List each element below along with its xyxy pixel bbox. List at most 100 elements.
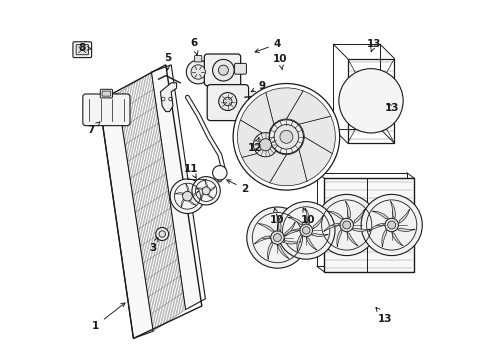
- Polygon shape: [276, 214, 281, 231]
- Text: 12: 12: [248, 137, 262, 153]
- Text: 4: 4: [255, 39, 281, 53]
- Text: 11: 11: [184, 164, 198, 178]
- Polygon shape: [210, 186, 215, 191]
- Circle shape: [170, 179, 205, 213]
- Text: 2: 2: [227, 180, 248, 194]
- Polygon shape: [285, 229, 299, 237]
- Text: 5: 5: [164, 53, 171, 70]
- FancyBboxPatch shape: [83, 94, 130, 126]
- Circle shape: [202, 187, 210, 195]
- Text: 1: 1: [92, 303, 125, 331]
- Polygon shape: [207, 194, 213, 198]
- Circle shape: [340, 218, 353, 232]
- Polygon shape: [181, 199, 184, 207]
- Text: 13: 13: [367, 39, 381, 52]
- Polygon shape: [186, 184, 189, 191]
- Polygon shape: [205, 181, 207, 187]
- Text: 10: 10: [273, 54, 288, 70]
- Polygon shape: [286, 91, 331, 124]
- FancyBboxPatch shape: [100, 89, 113, 98]
- Text: 6: 6: [190, 38, 198, 55]
- Polygon shape: [288, 217, 303, 224]
- Polygon shape: [392, 232, 403, 246]
- Circle shape: [219, 93, 237, 111]
- FancyBboxPatch shape: [195, 55, 202, 62]
- Polygon shape: [324, 178, 414, 272]
- Polygon shape: [397, 228, 415, 231]
- Polygon shape: [369, 223, 385, 231]
- Circle shape: [223, 97, 232, 106]
- Polygon shape: [151, 65, 205, 310]
- Circle shape: [343, 221, 351, 229]
- Circle shape: [213, 166, 227, 180]
- FancyBboxPatch shape: [102, 91, 111, 96]
- Polygon shape: [160, 83, 176, 112]
- Polygon shape: [345, 201, 350, 219]
- Circle shape: [156, 228, 169, 240]
- Polygon shape: [391, 201, 395, 219]
- Polygon shape: [193, 191, 198, 196]
- Polygon shape: [285, 222, 295, 236]
- Polygon shape: [270, 149, 307, 186]
- Circle shape: [260, 139, 271, 151]
- Polygon shape: [283, 241, 301, 244]
- Polygon shape: [299, 137, 332, 181]
- Circle shape: [233, 84, 340, 190]
- Polygon shape: [241, 93, 274, 137]
- FancyBboxPatch shape: [207, 85, 248, 121]
- Circle shape: [385, 218, 398, 232]
- Polygon shape: [337, 230, 342, 247]
- Circle shape: [247, 207, 308, 268]
- Circle shape: [270, 120, 303, 154]
- Circle shape: [277, 202, 335, 259]
- Circle shape: [316, 194, 377, 256]
- Polygon shape: [196, 188, 203, 189]
- Circle shape: [253, 132, 278, 157]
- Circle shape: [339, 69, 403, 133]
- Polygon shape: [266, 88, 303, 124]
- Circle shape: [280, 130, 293, 143]
- Text: 9: 9: [251, 81, 266, 92]
- Text: 7: 7: [87, 122, 100, 135]
- Text: 8: 8: [79, 42, 92, 53]
- Text: 3: 3: [149, 238, 158, 253]
- Polygon shape: [327, 211, 343, 219]
- Circle shape: [388, 221, 396, 229]
- Polygon shape: [347, 232, 358, 246]
- Circle shape: [192, 177, 220, 205]
- Circle shape: [186, 60, 210, 84]
- Polygon shape: [324, 223, 340, 231]
- Polygon shape: [277, 245, 289, 258]
- Circle shape: [248, 127, 283, 162]
- Circle shape: [302, 227, 310, 234]
- Circle shape: [159, 231, 166, 237]
- Circle shape: [270, 231, 284, 244]
- Text: 10: 10: [301, 208, 315, 225]
- Polygon shape: [242, 149, 286, 183]
- Polygon shape: [399, 209, 410, 223]
- Polygon shape: [313, 216, 323, 229]
- Circle shape: [361, 194, 422, 256]
- Circle shape: [213, 59, 234, 81]
- Circle shape: [219, 65, 228, 75]
- Circle shape: [274, 125, 299, 149]
- Polygon shape: [305, 208, 310, 224]
- Text: 13: 13: [385, 103, 399, 113]
- Polygon shape: [312, 233, 328, 237]
- Polygon shape: [258, 224, 274, 231]
- Text: 10: 10: [270, 208, 285, 225]
- FancyBboxPatch shape: [73, 42, 92, 58]
- Text: 13: 13: [376, 307, 392, 324]
- Polygon shape: [99, 94, 153, 338]
- Polygon shape: [354, 209, 365, 223]
- Polygon shape: [306, 237, 317, 250]
- Circle shape: [273, 234, 281, 242]
- Polygon shape: [382, 230, 387, 247]
- Circle shape: [191, 65, 205, 79]
- FancyBboxPatch shape: [204, 54, 241, 86]
- FancyBboxPatch shape: [235, 63, 246, 74]
- Polygon shape: [268, 242, 272, 260]
- Polygon shape: [372, 211, 389, 219]
- Polygon shape: [189, 201, 196, 205]
- Circle shape: [300, 224, 313, 237]
